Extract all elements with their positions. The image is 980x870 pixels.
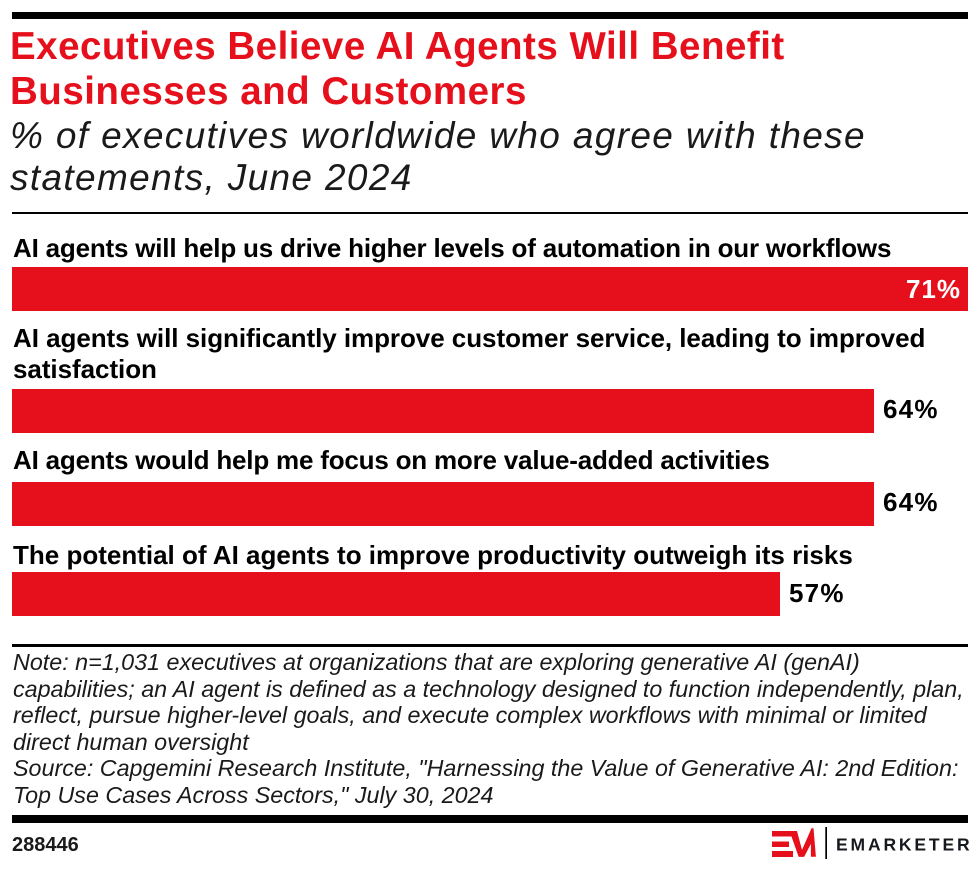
svg-text:EMARKETER: EMARKETER — [836, 834, 973, 854]
